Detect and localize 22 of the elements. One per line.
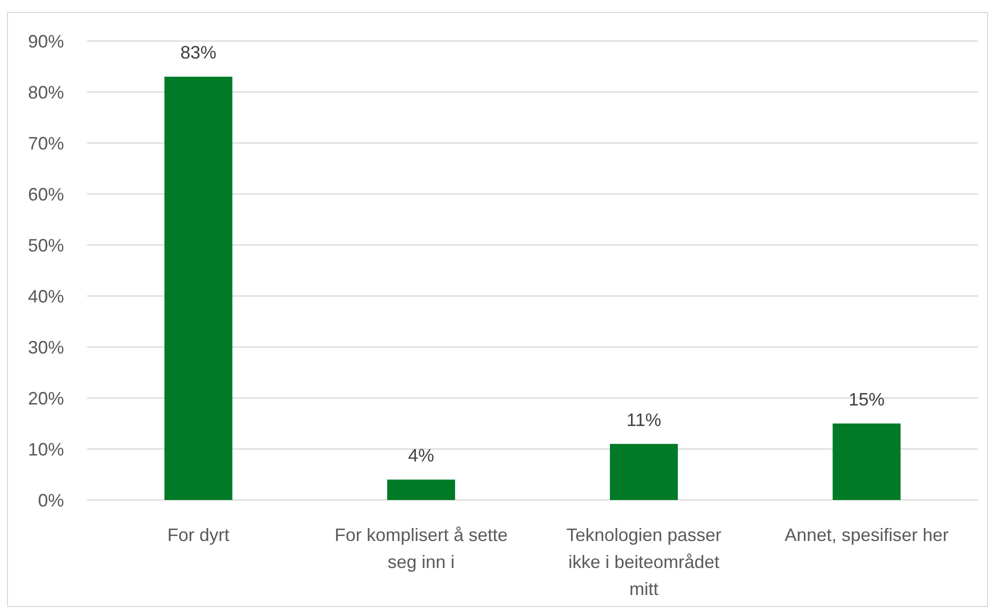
bar [164,76,232,500]
y-tick-label: 0% [38,490,64,510]
bar [610,444,678,500]
data-label: 15% [848,390,885,410]
x-tick-label: For komplisert å sette seg inn i [334,525,508,572]
x-tick-label: Teknologien passer ikke i beiteområdet mitt [566,525,722,599]
x-tick-label: Annet, spesifiser her [784,525,949,545]
y-tick-label: 50% [28,235,64,256]
data-label: 11% [626,410,662,430]
y-tick-label: 20% [28,388,64,408]
data-label: 4% [408,446,434,466]
bar [832,424,901,500]
y-tick-label: 10% [28,439,64,460]
y-tick-label: 40% [28,286,64,306]
x-tick-label: For dyrt [167,525,230,545]
y-tick-label: 30% [28,337,64,358]
y-tick-label: 80% [28,82,64,102]
y-tick-label: 90% [28,31,64,52]
y-tick-label: 60% [28,184,64,204]
bar [387,480,456,500]
y-tick-label: 70% [28,133,64,154]
data-label: 83% [180,42,216,63]
